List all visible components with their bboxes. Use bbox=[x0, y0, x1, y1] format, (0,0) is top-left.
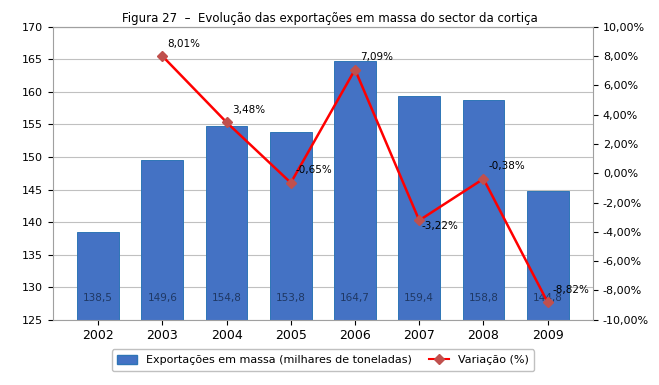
Text: -0,65%: -0,65% bbox=[296, 166, 333, 176]
Bar bbox=[206, 126, 248, 320]
Text: 8,01%: 8,01% bbox=[167, 39, 200, 49]
Text: 3,48%: 3,48% bbox=[232, 105, 265, 115]
Text: 164,7: 164,7 bbox=[340, 293, 370, 303]
Text: -3,22%: -3,22% bbox=[422, 221, 459, 231]
Text: 158,8: 158,8 bbox=[469, 293, 498, 303]
Bar bbox=[463, 100, 504, 320]
Bar bbox=[398, 96, 440, 320]
Text: 149,6: 149,6 bbox=[148, 293, 177, 303]
Bar bbox=[270, 132, 312, 320]
Text: 154,8: 154,8 bbox=[212, 293, 241, 303]
Text: -0,38%: -0,38% bbox=[488, 161, 525, 171]
Text: 159,4: 159,4 bbox=[405, 293, 434, 303]
Text: -8,82%: -8,82% bbox=[553, 285, 590, 295]
Text: 144,8: 144,8 bbox=[532, 293, 563, 303]
Bar bbox=[527, 191, 569, 320]
Bar bbox=[142, 160, 183, 320]
Text: 153,8: 153,8 bbox=[276, 293, 306, 303]
Bar bbox=[334, 62, 376, 320]
Text: 7,09%: 7,09% bbox=[360, 52, 393, 62]
Legend: Exportações em massa (milhares de toneladas), Variação (%): Exportações em massa (milhares de tonela… bbox=[112, 350, 534, 371]
Text: Figura 27  –  Evolução das exportações em massa do sector da cortiça: Figura 27 – Evolução das exportações em … bbox=[122, 12, 537, 25]
Bar bbox=[77, 232, 119, 320]
Text: 138,5: 138,5 bbox=[83, 293, 113, 303]
